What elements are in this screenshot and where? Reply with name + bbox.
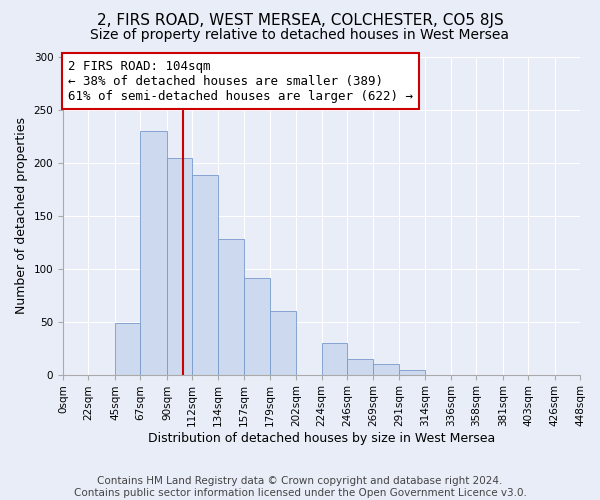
X-axis label: Distribution of detached houses by size in West Mersea: Distribution of detached houses by size …	[148, 432, 495, 445]
Bar	[399, 370, 425, 374]
Text: Contains HM Land Registry data © Crown copyright and database right 2024.
Contai: Contains HM Land Registry data © Crown c…	[74, 476, 526, 498]
Text: Size of property relative to detached houses in West Mersea: Size of property relative to detached ho…	[91, 28, 509, 42]
Y-axis label: Number of detached properties: Number of detached properties	[15, 117, 28, 314]
Text: 2, FIRS ROAD, WEST MERSEA, COLCHESTER, CO5 8JS: 2, FIRS ROAD, WEST MERSEA, COLCHESTER, C…	[97, 12, 503, 28]
Bar	[269, 311, 296, 374]
Bar	[322, 343, 347, 374]
Bar	[167, 158, 192, 374]
Bar	[347, 358, 373, 374]
Bar	[115, 322, 140, 374]
Text: 2 FIRS ROAD: 104sqm
← 38% of detached houses are smaller (389)
61% of semi-detac: 2 FIRS ROAD: 104sqm ← 38% of detached ho…	[68, 60, 413, 102]
Bar	[373, 364, 399, 374]
Bar	[218, 239, 244, 374]
Bar	[140, 130, 167, 374]
Bar	[192, 176, 218, 374]
Bar	[244, 278, 269, 374]
